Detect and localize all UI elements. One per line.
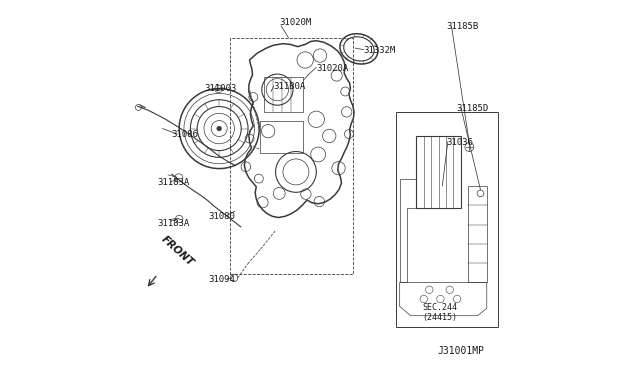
Bar bbox=[417, 136, 461, 208]
Text: 311B0A: 311B0A bbox=[274, 82, 306, 91]
Text: 31036: 31036 bbox=[446, 138, 473, 147]
Bar bbox=[230, 38, 353, 274]
Bar bbox=[264, 77, 303, 112]
Bar bbox=[396, 112, 498, 327]
Bar bbox=[260, 121, 303, 153]
Text: 31332M: 31332M bbox=[364, 46, 396, 55]
Text: 31183A: 31183A bbox=[157, 178, 189, 187]
Text: 31020M: 31020M bbox=[279, 19, 312, 28]
Text: J31001MP: J31001MP bbox=[438, 346, 485, 356]
Text: 31086: 31086 bbox=[171, 129, 198, 139]
Text: 31080: 31080 bbox=[208, 212, 235, 221]
Text: SEC.244
(24415): SEC.244 (24415) bbox=[422, 303, 457, 322]
Text: 31185D: 31185D bbox=[456, 104, 488, 113]
Text: FRONT: FRONT bbox=[160, 234, 196, 268]
Circle shape bbox=[217, 126, 221, 131]
Text: 31185B: 31185B bbox=[446, 22, 478, 31]
Text: 31094: 31094 bbox=[208, 275, 235, 284]
Text: 31020A: 31020A bbox=[316, 64, 349, 73]
Text: 311003: 311003 bbox=[204, 84, 237, 93]
Text: 31183A: 31183A bbox=[157, 219, 189, 228]
